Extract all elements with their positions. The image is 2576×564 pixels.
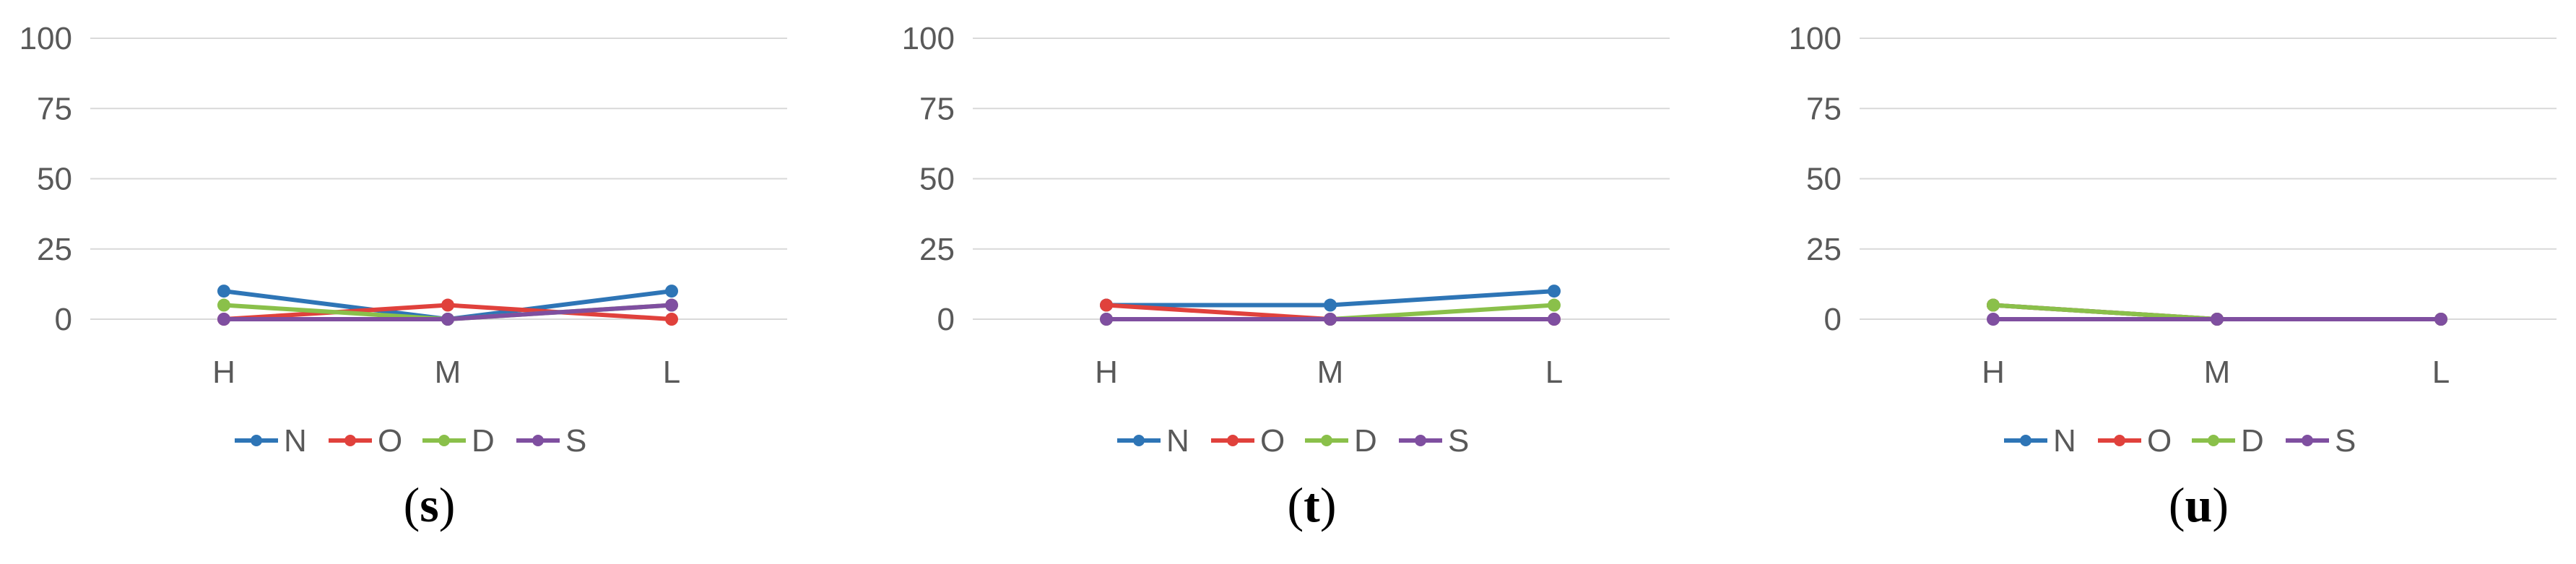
y-tick-label: 25: [37, 232, 72, 267]
y-tick-label: 75: [37, 91, 72, 126]
y-tick-label: 0: [55, 302, 72, 337]
data-point-S: [2434, 313, 2447, 326]
legend-label-O: O: [1260, 423, 1285, 459]
legend-label-S: S: [2335, 423, 2356, 459]
legend-label-N: N: [1166, 423, 1189, 459]
y-tick-label: 100: [902, 21, 955, 56]
legend-label-S: S: [1448, 423, 1469, 459]
legend-label-N: N: [2053, 423, 2076, 459]
legend-marker-N: [2020, 435, 2031, 446]
x-tick-label: L: [2432, 355, 2450, 390]
legend-marker-N: [1133, 435, 1145, 446]
data-point-S: [1548, 313, 1561, 326]
panel-caption-s: (s): [403, 477, 456, 532]
data-point-N: [665, 285, 678, 298]
data-point-S: [217, 313, 230, 326]
legend-marker-D: [1321, 435, 1332, 446]
x-tick-label: H: [1982, 355, 2005, 390]
legend-label-O: O: [378, 423, 402, 459]
caption-letter: u: [2185, 477, 2213, 532]
x-tick-label: M: [435, 355, 461, 390]
legend-marker-D: [438, 435, 450, 446]
panel-caption-u: (u): [2168, 477, 2229, 532]
x-tick-label: M: [2204, 355, 2231, 390]
x-tick-label: L: [1545, 355, 1563, 390]
y-tick-label: 50: [919, 162, 955, 197]
chart-svg-s: 0 25 50 75 100 H M L N O D S: [19, 21, 787, 459]
data-point-S: [1100, 313, 1113, 326]
data-point-D: [217, 298, 230, 312]
data-point-D: [1548, 298, 1561, 312]
data-point-D: [1987, 298, 2000, 312]
chart-panel-s: 0 25 50 75 100 H M L N O D S (s): [0, 0, 859, 564]
data-point-N: [1324, 298, 1337, 312]
data-point-S: [1987, 313, 2000, 326]
data-point-O: [665, 313, 678, 326]
y-tick-label: 50: [37, 162, 72, 197]
x-tick-label: L: [663, 355, 680, 390]
y-tick-label: 0: [937, 302, 955, 337]
y-tick-label: 25: [919, 232, 955, 267]
chart-svg-u: 0 25 50 75 100 H M L N O D S: [1789, 21, 2557, 459]
y-tick-label: 25: [1806, 232, 1842, 267]
y-tick-label: 50: [1806, 162, 1842, 197]
data-point-N: [217, 285, 230, 298]
legend-marker-N: [251, 435, 262, 446]
legend-marker-S: [2302, 435, 2313, 446]
legend-marker-S: [1415, 435, 1426, 446]
data-point-O: [441, 298, 454, 312]
y-tick-label: 75: [1806, 91, 1842, 126]
x-tick-label: M: [1317, 355, 1344, 390]
legend-marker-D: [2208, 435, 2219, 446]
legend-marker-S: [532, 435, 544, 446]
caption-letter: t: [1304, 477, 1320, 532]
y-tick-label: 0: [1824, 302, 1842, 337]
data-point-S: [665, 298, 678, 312]
chart-panel-u: 0 25 50 75 100 H M L N O D S (u): [1769, 0, 2576, 564]
legend-label-N: N: [284, 423, 307, 459]
x-tick-label: H: [1095, 355, 1118, 390]
panel-caption-t: (t): [1287, 477, 1337, 532]
data-point-S: [1324, 313, 1337, 326]
x-tick-label: H: [212, 355, 235, 390]
chart-svg-t: 0 25 50 75 100 H M L N O D S: [902, 21, 1670, 459]
data-point-S: [441, 313, 454, 326]
legend-label-D: D: [2241, 423, 2264, 459]
y-tick-label: 75: [919, 91, 955, 126]
data-point-O: [1100, 298, 1113, 312]
legend-label-D: D: [1354, 423, 1377, 459]
chart-panel-t: 0 25 50 75 100 H M L N O D S (t): [882, 0, 1741, 564]
legend-label-D: D: [472, 423, 495, 459]
legend-label-O: O: [2147, 423, 2172, 459]
legend-marker-O: [1227, 435, 1239, 446]
y-tick-label: 100: [19, 21, 72, 56]
data-point-N: [1548, 285, 1561, 298]
caption-letter: s: [420, 477, 439, 532]
y-tick-label: 100: [1789, 21, 1842, 56]
data-point-S: [2211, 313, 2224, 326]
legend-label-S: S: [565, 423, 586, 459]
legend-marker-O: [344, 435, 356, 446]
legend-marker-O: [2114, 435, 2125, 446]
